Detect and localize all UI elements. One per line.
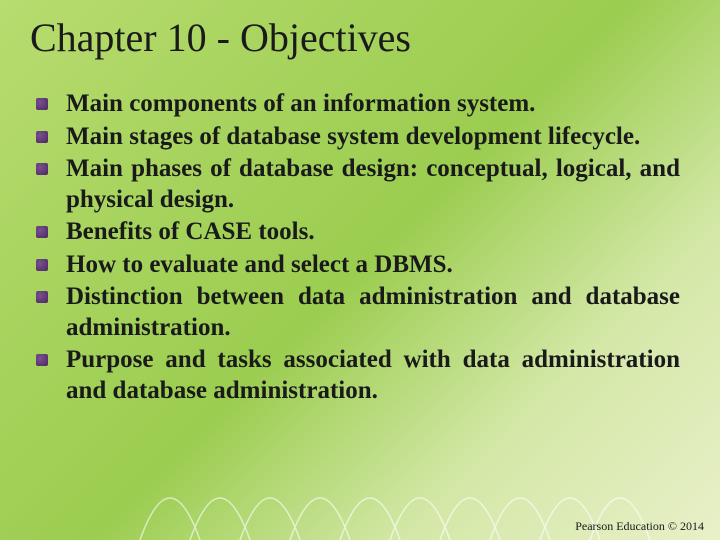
footer-copyright: Pearson Education © 2014 — [575, 519, 704, 534]
list-item: Distinction between data administration … — [66, 282, 690, 343]
list-item: Benefits of CASE tools. — [66, 217, 690, 248]
slide-title: Chapter 10 - Objectives — [30, 14, 690, 61]
list-item: Main components of an information system… — [66, 89, 690, 120]
list-item: Main stages of database system developme… — [66, 122, 690, 153]
slide-container: Chapter 10 - Objectives Main components … — [0, 0, 720, 540]
list-item: Purpose and tasks associated with data a… — [66, 345, 690, 406]
bullet-list: Main components of an information system… — [30, 89, 690, 406]
list-item: Main phases of database design: conceptu… — [66, 154, 690, 215]
list-item: How to evaluate and select a DBMS. — [66, 250, 690, 281]
